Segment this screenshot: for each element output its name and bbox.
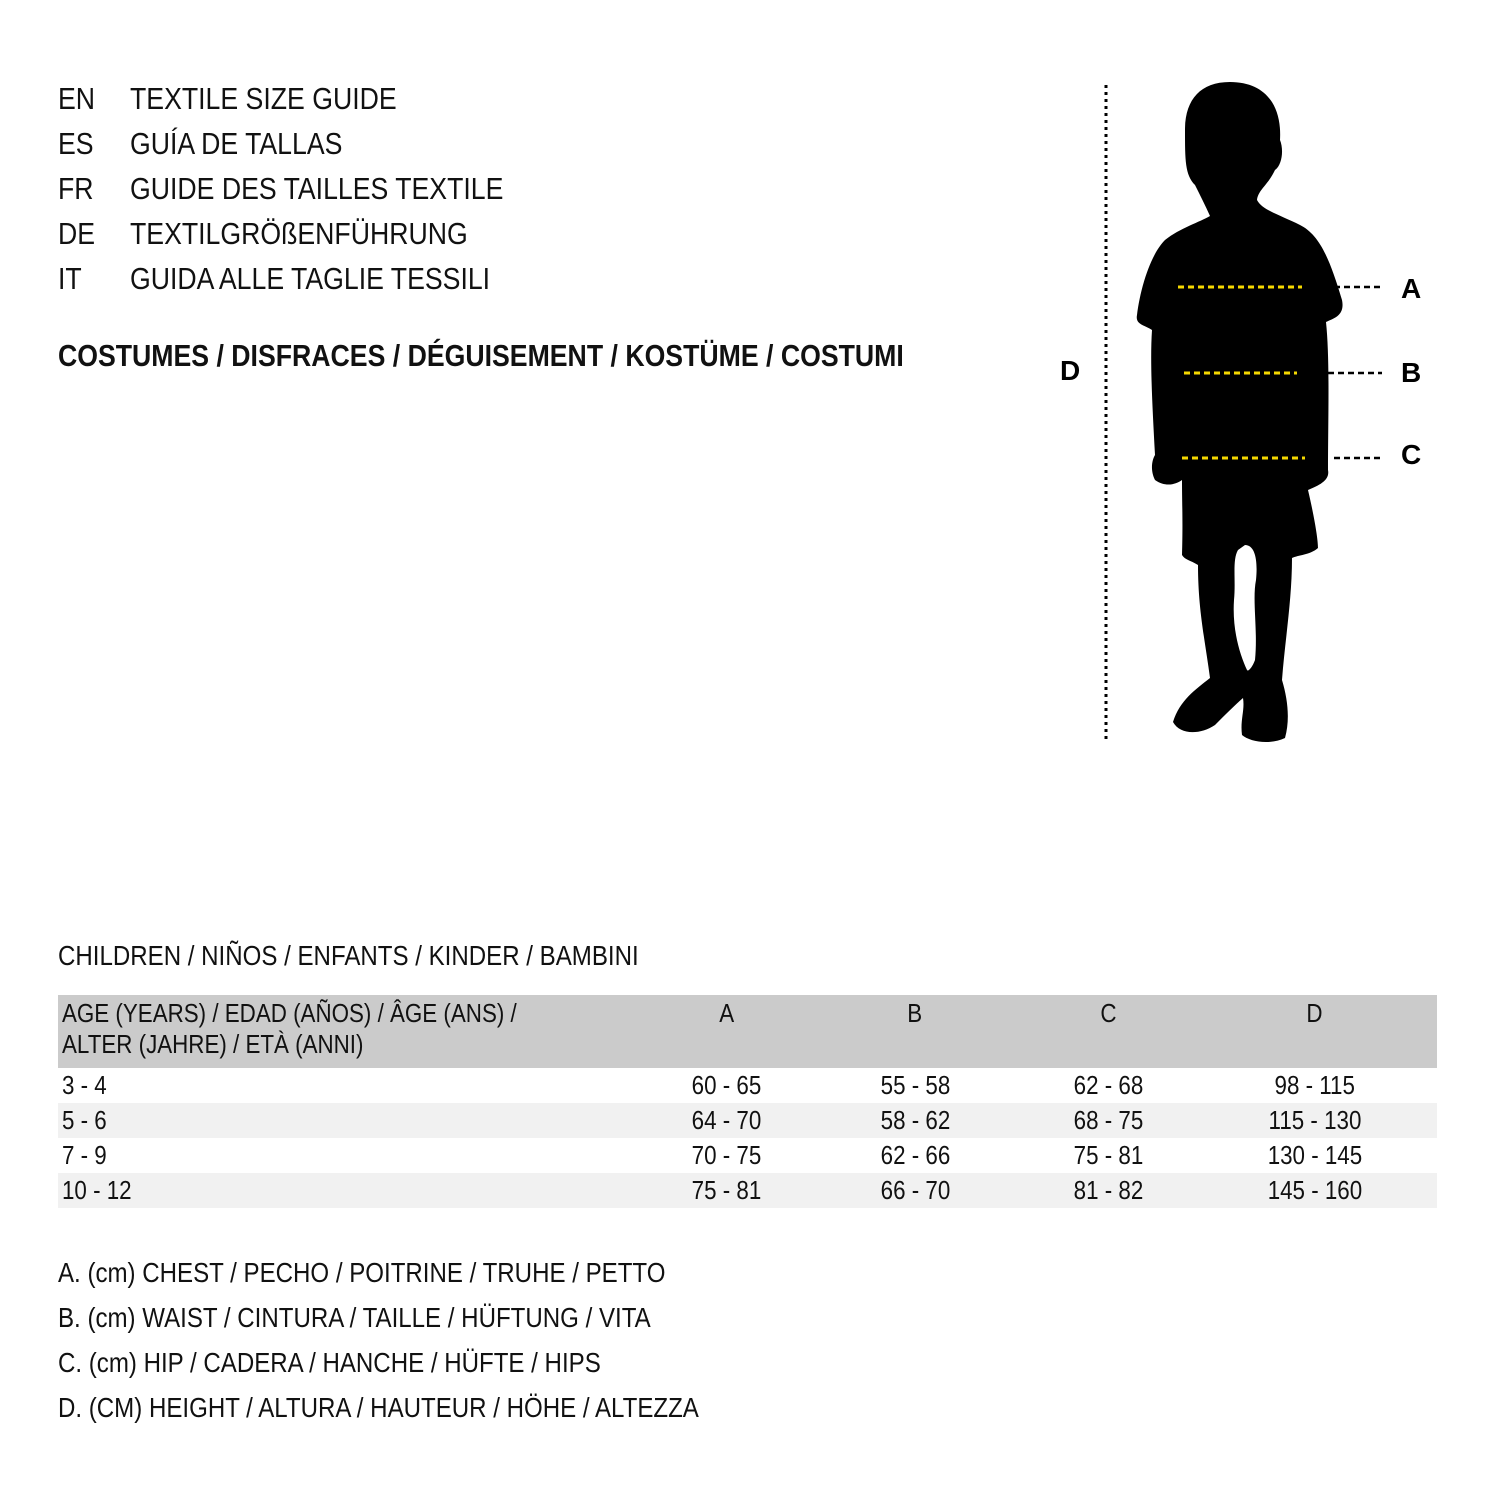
lang-code: EN xyxy=(58,81,96,116)
legend-item: D. (CM) HEIGHT / ALTURA / HAUTEUR / HÖHE… xyxy=(58,1385,803,1430)
cell-d: 130 - 145 xyxy=(1267,1140,1362,1170)
section-text: CHILDREN / NIÑOS / ENFANTS / KINDER / BA… xyxy=(58,940,639,971)
label-d: D xyxy=(1060,355,1080,386)
age-header: AGE (YEARS) / EDAD (AÑOS) / ÂGE (ANS) / A… xyxy=(58,995,648,1068)
cell-b: 66 - 70 xyxy=(880,1175,950,1205)
header-text: A xyxy=(719,998,734,1028)
cell-a: 64 - 70 xyxy=(691,1105,762,1135)
label-leaders xyxy=(1328,285,1382,460)
table-header-row: AGE (YEARS) / EDAD (AÑOS) / ÂGE (ANS) / A… xyxy=(58,995,1437,1068)
cell-a: 70 - 75 xyxy=(691,1140,762,1170)
legend-item: B. (cm) WAIST / CINTURA / TAILLE / HÜFTU… xyxy=(58,1295,803,1340)
costumes-heading: COSTUMES / DISFRACES / DÉGUISEMENT / KOS… xyxy=(58,338,1041,374)
cell-b: 58 - 62 xyxy=(880,1105,950,1135)
header-text: D xyxy=(1306,998,1323,1028)
legend-text: A. (cm) CHEST / PECHO / POITRINE / TRUHE… xyxy=(58,1257,666,1288)
child-silhouette-figure: A B C D xyxy=(1060,82,1421,742)
table-row: 5 - 6 64 - 70 58 - 62 68 - 75 115 - 130 xyxy=(58,1103,1437,1138)
legend-text: C. (cm) HIP / CADERA / HANCHE / HÜFTE / … xyxy=(58,1347,601,1378)
label-c: C xyxy=(1401,439,1421,470)
lang-title: TEXTILE SIZE GUIDE xyxy=(130,81,397,116)
age-header-line: ALTER (JAHRE) / ETÀ (ANNI) xyxy=(62,1029,364,1059)
legend-text: B. (cm) WAIST / CINTURA / TAILLE / HÜFTU… xyxy=(58,1302,651,1333)
lang-title: GUIDE DES TAILLES TEXTILE xyxy=(130,171,504,206)
cell-d: 145 - 160 xyxy=(1267,1175,1362,1205)
cell-d: 98 - 115 xyxy=(1274,1070,1355,1100)
cell-d: 115 - 130 xyxy=(1268,1105,1361,1135)
cell-b: 62 - 66 xyxy=(880,1140,950,1170)
cell-c: 62 - 68 xyxy=(1073,1070,1144,1100)
lang-title: GUIDA ALLE TAGLIE TESSILI xyxy=(130,261,491,296)
cell-c: 81 - 82 xyxy=(1073,1175,1144,1205)
lang-title: TEXTILGRÖßENFÜHRUNG xyxy=(130,216,468,251)
header-d: D xyxy=(1188,995,1437,1068)
lang-code: FR xyxy=(58,171,94,206)
table-row: 10 - 12 75 - 81 66 - 70 81 - 82 145 - 160 xyxy=(58,1173,1437,1208)
cell-c: 68 - 75 xyxy=(1073,1105,1144,1135)
cell-age: 3 - 4 xyxy=(62,1070,107,1100)
legend-text: D. (CM) HEIGHT / ALTURA / HAUTEUR / HÖHE… xyxy=(58,1392,699,1423)
measure-lines xyxy=(1178,285,1305,460)
age-header-line: AGE (YEARS) / EDAD (AÑOS) / ÂGE (ANS) / xyxy=(62,998,517,1028)
cell-a: 75 - 81 xyxy=(691,1175,762,1205)
legend-item: C. (cm) HIP / CADERA / HANCHE / HÜFTE / … xyxy=(58,1340,803,1385)
header-a: A xyxy=(648,995,801,1068)
header-b: B xyxy=(801,995,1025,1068)
header-text: B xyxy=(907,998,923,1028)
size-table: AGE (YEARS) / EDAD (AÑOS) / ÂGE (ANS) / A… xyxy=(58,995,1437,1208)
lang-code: DE xyxy=(58,216,96,251)
heading-text: COSTUMES / DISFRACES / DÉGUISEMENT / KOS… xyxy=(58,338,904,373)
label-b: B xyxy=(1401,357,1421,388)
cell-age: 7 - 9 xyxy=(62,1140,107,1170)
cell-age: 5 - 6 xyxy=(62,1105,107,1135)
header-c: C xyxy=(1025,995,1188,1068)
header-text: C xyxy=(1100,998,1117,1028)
child-silhouette xyxy=(1136,82,1343,742)
cell-b: 55 - 58 xyxy=(880,1070,950,1100)
lang-code: IT xyxy=(58,261,82,296)
label-a: A xyxy=(1401,273,1421,304)
lang-title: GUÍA DE TALLAS xyxy=(130,126,343,161)
measurement-legend: A. (cm) CHEST / PECHO / POITRINE / TRUHE… xyxy=(58,1250,803,1430)
table-row: 7 - 9 70 - 75 62 - 66 75 - 81 130 - 145 xyxy=(58,1138,1437,1173)
cell-c: 75 - 81 xyxy=(1073,1140,1144,1170)
lang-code: ES xyxy=(58,126,94,161)
cell-age: 10 - 12 xyxy=(62,1175,132,1205)
section-title: CHILDREN / NIÑOS / ENFANTS / KINDER / BA… xyxy=(58,940,733,972)
legend-item: A. (cm) CHEST / PECHO / POITRINE / TRUHE… xyxy=(58,1250,803,1295)
table-row: 3 - 4 60 - 65 55 - 58 62 - 68 98 - 115 xyxy=(58,1068,1437,1103)
cell-a: 60 - 65 xyxy=(691,1070,762,1100)
leg-gap xyxy=(1233,545,1257,671)
